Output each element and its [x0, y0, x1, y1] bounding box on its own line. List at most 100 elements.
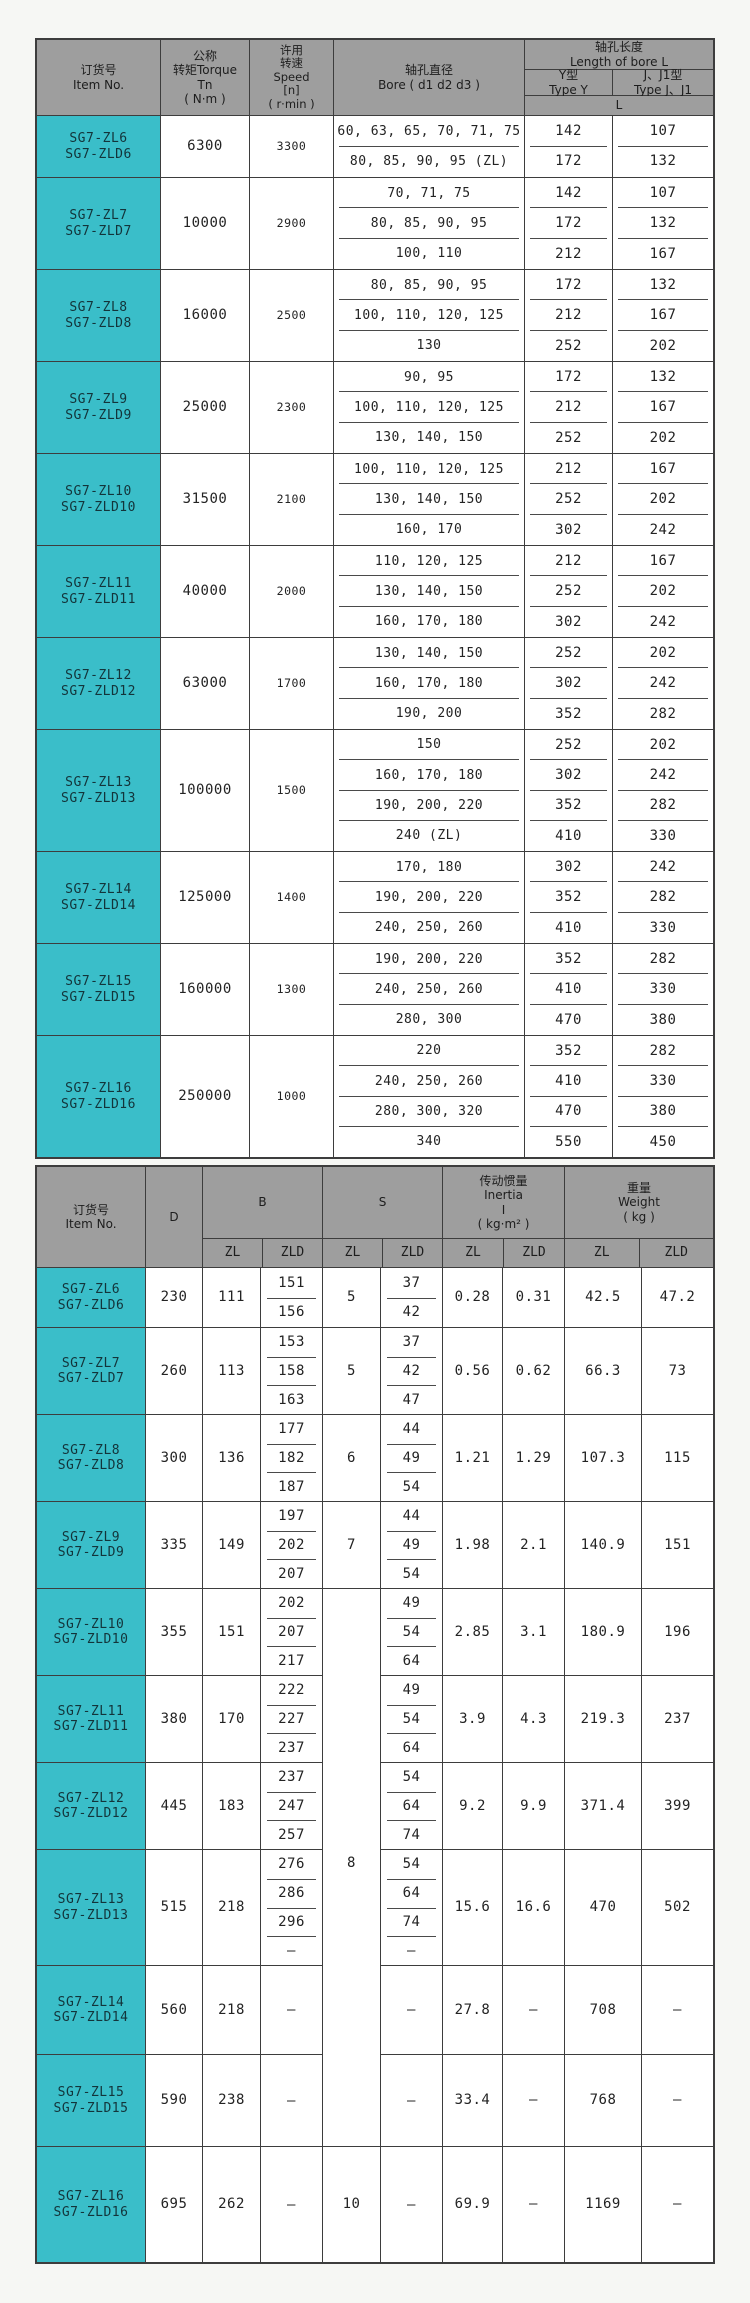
table2-header-weight: 重量 Weight ( kg ) [565, 1167, 713, 1238]
bore-length-row: 160, 170, 180 302 242 [334, 605, 713, 637]
bore-cell: 190, 200, 220 [334, 789, 525, 821]
bore-length-row: 80, 85, 90, 95 172 132 [334, 207, 713, 239]
item-no-cell: SG7-ZL9 SG7-ZLD9 [37, 1501, 146, 1588]
length-j-cell: 202 [613, 483, 713, 514]
bore-cell: 190, 200, 220 [334, 944, 525, 975]
weight-zl-cell: 42.5 [565, 1268, 642, 1327]
length-y-cell: 252 [525, 575, 613, 607]
speed-cell: 1700 [250, 638, 334, 729]
length-y-cell: 252 [525, 730, 613, 761]
bore-length-row: 240 (ZL) 410 330 [334, 819, 713, 851]
bore-length-subgrid: 100, 110, 120, 125 212 167 130, 140, 150 252… [334, 454, 713, 545]
table2-row-group: SG7-ZL16 SG7-ZLD16 695 262–10–69.9–1169– [37, 2146, 713, 2262]
length-j-cell: 202 [613, 421, 713, 453]
length-j-cell: 330 [613, 911, 713, 943]
s-zl-value: 8 [347, 1855, 356, 1872]
item-no-cell: SG7-ZL10 SG7-ZLD10 [37, 1588, 146, 1675]
b-zld-column: – [261, 2146, 323, 2262]
length-j-cell: 132 [613, 207, 713, 238]
length-j-cell: 330 [613, 973, 713, 1004]
inertia-zld-cell: 4.3 [503, 1675, 565, 1762]
table2-header: 订货号 Item No. D B ZL ZLD S ZL ZLD 传动惯量 In… [37, 1167, 713, 1268]
bore-cell: 70, 71, 75 [334, 178, 525, 209]
bore-cell: 280, 300, 320 [334, 1095, 525, 1127]
bore-cell: 240, 250, 260 [334, 1065, 525, 1097]
item-no-cell: SG7-ZL11 SG7-ZLD11 [37, 546, 161, 637]
bore-length-row: 70, 71, 75 142 107 [334, 178, 713, 209]
b-zld-cell: 247 [261, 1791, 322, 1821]
b-zld-column: 202 207 217 [261, 1588, 323, 1675]
b-zl-cell: 262 [203, 2146, 261, 2262]
bore-length-row: 190, 200, 220 352 282 [334, 944, 713, 975]
length-y-cell: 252 [525, 483, 613, 515]
s-zld-cell: 54 [381, 1559, 442, 1588]
torque-cell: 10000 [161, 178, 250, 269]
s-zl-cell: 5 [323, 1327, 381, 1414]
bore-length-row: 80, 85, 90, 95 172 132 [334, 270, 713, 301]
length-j-cell: 107 [649, 122, 677, 139]
diameter-d-cell: 230 [146, 1268, 203, 1327]
length-j-cell: 202 [613, 329, 713, 361]
b-zld-column: 276 286 296– [261, 1849, 323, 1965]
torque-cell: 63000 [161, 638, 250, 729]
table1-row-group: SG7-ZL16 SG7-ZLD16 250000 1000 220 352 282 240… [37, 1035, 713, 1157]
table1-header: 订货号 Item No. 公称 转矩Torque Tn ( N·m ) 许用 转… [37, 40, 713, 116]
item-no-cell: SG7-ZL8 SG7-ZLD8 [37, 270, 161, 361]
s-zld-cell: 74 [381, 1907, 442, 1937]
inertia-zld-cell: 0.62 [503, 1327, 565, 1414]
table1-header-length-block: 轴孔长度 Length of bore L Y型 Type Y J、J1型 Ty… [525, 40, 713, 115]
length-y-cell: 142 [525, 116, 613, 147]
weight-zld-cell: – [642, 1965, 713, 2054]
bore-length-subgrid: 220 352 282 240, 250, 260 410 330 280, 300, 32… [334, 1036, 713, 1157]
table1-header-l: L [525, 96, 713, 115]
weight-zl-cell: 708 [565, 1965, 642, 2054]
length-j-cell: 380 [613, 1003, 713, 1035]
length-y-cell: 550 [525, 1125, 613, 1157]
length-j-cell: 242 [613, 513, 713, 545]
b-zld-column: 222 227 237 [261, 1675, 323, 1762]
table1-row-group: SG7-ZL8 SG7-ZLD8 16000 2500 80, 85, 90, 95 1… [37, 269, 713, 361]
s-zld-cell: 64 [381, 1791, 442, 1821]
s-zld-column: – [381, 2146, 443, 2262]
table2-row-group: SG7-ZL7 SG7-ZLD7 260 113 153 158 163 5 37 42 47 0.… [37, 1327, 713, 1414]
bore-length-subgrid: 110, 120, 125 212 167 130, 140, 150 252 202 16… [334, 546, 713, 637]
diameter-d-cell: 515 [146, 1849, 203, 1965]
b-zld-cell: 187 [261, 1472, 322, 1501]
length-j-cell: 282 [613, 789, 713, 821]
table2-row-group: SG7-ZL10 SG7-ZLD10 355 151 202 207 217 49 54 64 2… [37, 1588, 713, 1675]
length-y-cell: 352 [525, 881, 613, 913]
bore-length-row: 130, 140, 150 252 202 [334, 483, 713, 515]
s-zl-cell: 6 [323, 1414, 381, 1501]
torque-cell: 25000 [161, 362, 250, 453]
diameter-d-cell: 590 [146, 2054, 203, 2146]
length-j-cell: 282 [649, 1042, 677, 1059]
bore-cell: 170, 180 [334, 852, 525, 883]
b-zld-cell: 222 [278, 1682, 305, 1699]
table2-header-item-no: 订货号 Item No. [37, 1167, 146, 1267]
table1-row-group: SG7-ZL6 SG7-ZLD6 6300 3300 60, 63, 65, 70, … [37, 116, 713, 177]
bore-length-subgrid: 60, 63, 65, 70, 71, 75 142 107 80, 85, 90, … [334, 116, 713, 177]
b-zld-cell: 217 [261, 1646, 322, 1675]
b-zld-cell: 276 [278, 1856, 305, 1873]
bore-length-subgrid: 90, 95 172 132 100, 110, 120, 125 212 167 130,… [334, 362, 713, 453]
s-zld-cell: 42 [381, 1297, 442, 1328]
length-y-cell: 410 [525, 973, 613, 1005]
length-j-cell: 167 [613, 299, 713, 330]
length-j-cell: 132 [613, 145, 713, 178]
s-zld-cell: 54 [381, 1617, 442, 1647]
length-y-cell: 172 [525, 145, 613, 177]
s-zld-cell: 44 [402, 1421, 421, 1438]
s-zld-cell: 74 [381, 1820, 442, 1849]
bore-length-row: 280, 300, 320 470 380 [334, 1095, 713, 1127]
item-no-cell: SG7-ZL12 SG7-ZLD12 [37, 1762, 146, 1849]
b-zld-cell: 197 [278, 1508, 305, 1525]
length-j-cell: 282 [649, 950, 677, 967]
bore-cell: 160, 170, 180 [334, 605, 525, 637]
weight-zl-cell: 180.9 [565, 1588, 642, 1675]
speed-cell: 2000 [250, 546, 334, 637]
s-zl-cell [323, 2054, 381, 2146]
b-zl-cell: 238 [203, 2054, 261, 2146]
torque-cell: 250000 [161, 1036, 250, 1157]
table1-header-item-no: 订货号 Item No. [37, 40, 161, 115]
bore-cell: 240, 250, 260 [334, 911, 525, 943]
